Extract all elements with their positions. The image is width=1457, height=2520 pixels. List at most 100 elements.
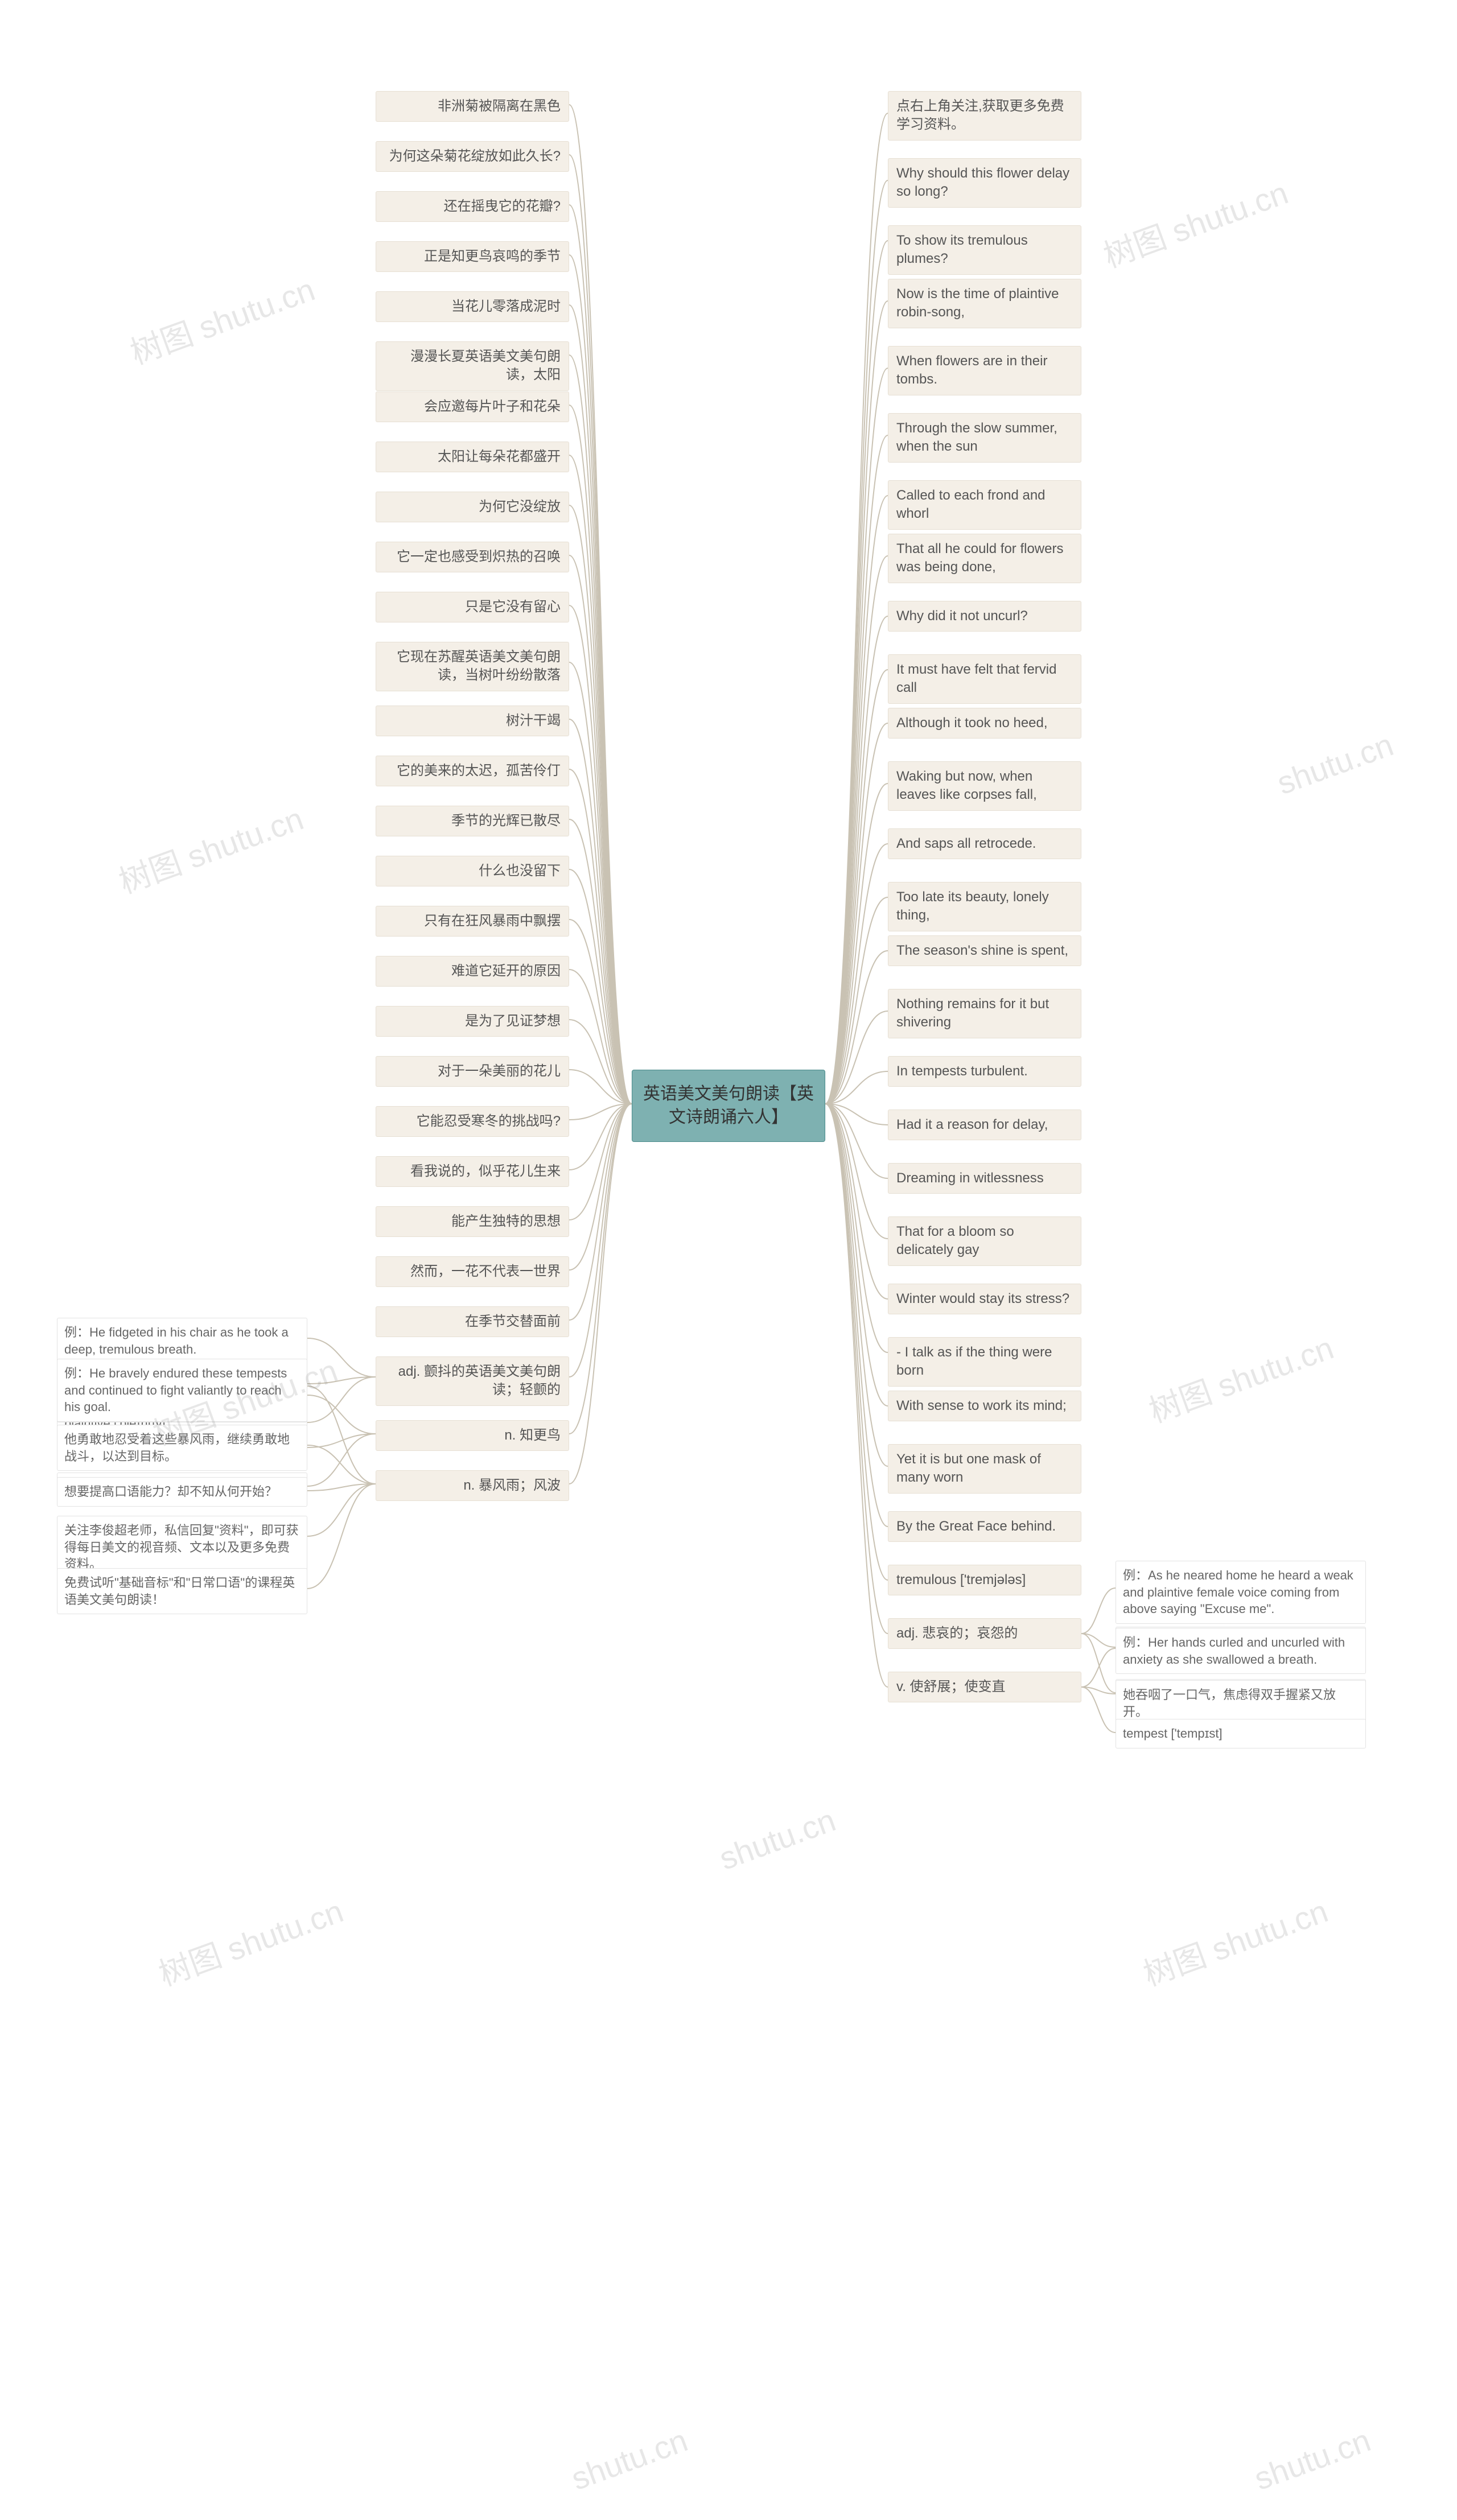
edge	[825, 180, 888, 1104]
edge	[569, 769, 632, 1104]
edge	[569, 662, 632, 1104]
child-node: adj. 悲哀的；哀怨的	[888, 1618, 1081, 1649]
node-label: 对于一朵美丽的花儿	[438, 1062, 561, 1080]
node-label: tremulous ['tremjələs]	[896, 1571, 1026, 1589]
node-label: 在季节交替面前	[465, 1313, 561, 1331]
edge	[825, 301, 888, 1104]
child-node: The season's shine is spent,	[888, 935, 1081, 966]
edge	[307, 1434, 376, 1486]
watermark-text: shutu.cn	[567, 2422, 692, 2497]
edge	[825, 1104, 888, 1527]
node-label: v. 使舒展；使变直	[896, 1678, 1006, 1696]
edge	[569, 455, 632, 1104]
watermark-text: shutu.cn	[1250, 2422, 1375, 2497]
edge	[307, 1338, 376, 1377]
node-label: adj. 悲哀的；哀怨的	[896, 1624, 1018, 1643]
child-node: 难道它延开的原因	[376, 956, 569, 987]
node-label: 难道它延开的原因	[451, 962, 561, 980]
node-label: Called to each frond and whorl	[896, 486, 1073, 523]
edge	[569, 1020, 632, 1104]
child-node: 会应邀每片叶子和花朵	[376, 391, 569, 422]
edge	[1081, 1687, 1116, 1733]
child-node: n. 知更鸟	[376, 1420, 569, 1451]
edge	[825, 368, 888, 1104]
edge	[825, 496, 888, 1104]
gchild-node: 想要提高口语能力？却不知从何开始？	[57, 1477, 307, 1507]
child-node: 还在摇曳它的花瓣?	[376, 191, 569, 222]
node-label: 他勇敢地忍受着这些暴风雨，继续勇敢地战斗，以达到目标。	[64, 1431, 300, 1465]
watermark-text: shutu.cn	[1273, 727, 1398, 802]
node-label: Had it a reason for delay,	[896, 1116, 1048, 1134]
edge	[569, 719, 632, 1104]
edge	[307, 1484, 376, 1536]
node-label: adj. 颤抖的英语美文美句朗读；轻颤的	[384, 1363, 561, 1400]
node-label: n. 暴风雨；风波	[463, 1476, 561, 1495]
watermark: 树图 shutu.cn	[1096, 167, 1294, 277]
node-label: Although it took no heed,	[896, 714, 1048, 732]
edge	[825, 241, 888, 1104]
node-label: 为何这朵菊花绽放如此久长?	[389, 147, 561, 166]
node-label: 例：He fidgeted in his chair as he took a …	[64, 1324, 300, 1358]
node-label: 什么也没留下	[479, 862, 561, 880]
node-label: With sense to work its mind;	[896, 1397, 1067, 1415]
child-node: By the Great Face behind.	[888, 1511, 1081, 1542]
watermark: shutu.cn	[714, 1801, 840, 1877]
node-label: By the Great Face behind.	[896, 1517, 1056, 1536]
gchild-node: 例：He bravely endured these tempests and …	[57, 1359, 307, 1422]
edge	[569, 355, 632, 1104]
child-node: Now is the time of plaintive robin-song,	[888, 279, 1081, 328]
node-label: 季节的光辉已散尽	[451, 812, 561, 830]
node-label: Through the slow summer, when the sun	[896, 419, 1073, 456]
child-node: 非洲菊被隔离在黑色	[376, 91, 569, 122]
watermark: 树图 shutu.cn	[1142, 1322, 1339, 1432]
child-node: 对于一朵美丽的花儿	[376, 1056, 569, 1087]
node-label: Nothing remains for it but shivering	[896, 995, 1073, 1032]
child-node: Winter would stay its stress?	[888, 1284, 1081, 1314]
edge	[825, 897, 888, 1104]
node-label: 英语美文美句朗读【英文诗朗诵六人】	[643, 1083, 814, 1129]
edge	[569, 1104, 632, 1434]
child-node: When flowers are in their tombs.	[888, 346, 1081, 395]
edge	[1081, 1634, 1116, 1693]
node-label: 正是知更鸟哀鸣的季节	[424, 248, 561, 266]
watermark-text: 树图 shutu.cn	[114, 801, 308, 900]
child-node: Waking but now, when leaves like corpses…	[888, 761, 1081, 811]
edge	[825, 1104, 888, 1466]
edge	[569, 819, 632, 1104]
child-node: 只有在狂风暴雨中飘摆	[376, 906, 569, 937]
edge	[569, 205, 632, 1104]
child-node: To show its tremulous plumes?	[888, 225, 1081, 275]
child-node: 看我说的，似乎花儿生来	[376, 1156, 569, 1187]
child-node: Through the slow summer, when the sun	[888, 413, 1081, 463]
watermark-text: 树图 shutu.cn	[126, 271, 319, 371]
edge	[569, 255, 632, 1104]
edge	[825, 1011, 888, 1104]
edge	[307, 1386, 376, 1484]
node-label: 点右上角关注,获取更多免费学习资料。	[896, 97, 1073, 134]
child-node: 为何它没绽放	[376, 492, 569, 522]
node-label: When flowers are in their tombs.	[896, 352, 1073, 389]
child-node: That for a bloom so delicately gay	[888, 1216, 1081, 1266]
edge	[569, 1070, 632, 1104]
edge	[825, 1104, 888, 1406]
node-label: Dreaming in witlessness	[896, 1169, 1044, 1187]
node-label: 为何它没绽放	[479, 498, 561, 516]
edge	[825, 1104, 888, 1634]
edge	[825, 1104, 888, 1580]
edge	[307, 1434, 376, 1447]
node-label: That all he could for flowers was being …	[896, 540, 1073, 577]
node-label: 只有在狂风暴雨中飘摆	[424, 912, 561, 930]
watermark-text: shutu.cn	[715, 1802, 840, 1877]
node-label: In tempests turbulent.	[896, 1062, 1028, 1080]
child-node: 正是知更鸟哀鸣的季节	[376, 241, 569, 272]
node-label: That for a bloom so delicately gay	[896, 1223, 1073, 1260]
edge	[569, 555, 632, 1104]
edge	[825, 1104, 888, 1125]
node-label: The season's shine is spent,	[896, 942, 1068, 960]
edge	[569, 405, 632, 1104]
edge	[825, 1104, 888, 1178]
child-node: 它一定也感受到炽热的召唤	[376, 542, 569, 572]
edge	[569, 505, 632, 1104]
node-label: Waking but now, when leaves like corpses…	[896, 768, 1073, 805]
edge	[307, 1484, 376, 1589]
